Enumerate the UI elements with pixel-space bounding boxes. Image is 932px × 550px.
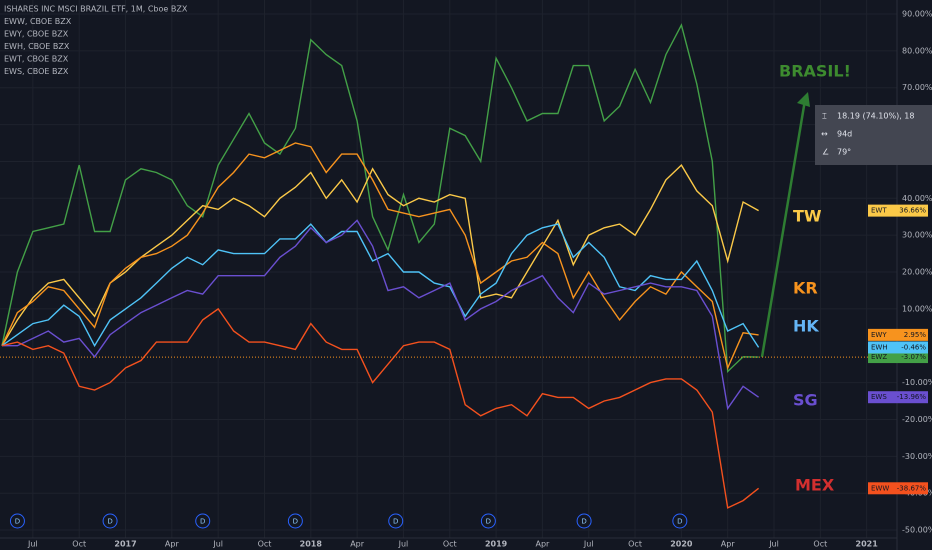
- series-line: [1, 223, 760, 348]
- annotation: TW: [793, 207, 822, 226]
- dividend-marker: [480, 513, 496, 529]
- y-tick-label: 40.00%: [902, 194, 932, 203]
- x-tick-label: 2017: [114, 540, 136, 549]
- lines: [1, 23, 760, 509]
- series-line: [1, 23, 759, 374]
- dividend-label: D: [677, 518, 682, 526]
- legend: ISHARES INC MSCI BRAZIL ETF, 1M, Cboe BZ…: [4, 5, 188, 77]
- y-tick-label: 90.00%: [902, 10, 932, 19]
- dividend-label: D: [581, 518, 586, 526]
- x-tick-label: 2018: [300, 540, 323, 549]
- x-tick-label: Oct: [443, 540, 457, 549]
- series-line: [1, 307, 760, 509]
- end-label-value: 36.66%: [899, 207, 926, 215]
- end-label-value: -3.07%: [901, 353, 926, 361]
- annotation: SG: [793, 391, 818, 410]
- x-tick-label: Apr: [721, 540, 736, 549]
- end-label-name: EWZ: [871, 353, 887, 361]
- dividend-marker: [576, 513, 592, 529]
- legend-entry: EWS, CBOE BZX: [4, 67, 69, 76]
- x-tick-label: Jul: [27, 540, 38, 549]
- x-tick-label: Jul: [583, 540, 594, 549]
- x-tick-label: Oct: [813, 540, 827, 549]
- tooltip-icon: ⌶: [822, 112, 827, 121]
- y-tick-label: 30.00%: [902, 231, 932, 240]
- dividend-marker: [195, 513, 211, 529]
- tooltip-box: [815, 105, 932, 165]
- y-tick-label: 20.00%: [902, 268, 932, 277]
- measure-tooltip: ⌶ 18.19 (74.10%), 18 ↔ 94d ∠ 79°: [815, 105, 932, 165]
- dividend-label: D: [486, 518, 491, 526]
- x-tick-label: Oct: [72, 540, 86, 549]
- legend-entry: ISHARES INC MSCI BRAZIL ETF, 1M, Cboe BZ…: [4, 5, 188, 14]
- tooltip-text: 18.19 (74.10%), 18: [837, 112, 914, 121]
- legend-entry: EWH, CBOE BZX: [4, 42, 70, 51]
- end-label-name: EWY: [871, 331, 887, 339]
- end-label-box: [868, 351, 928, 364]
- x-tick-label: 2020: [670, 540, 693, 549]
- y-tick-label: 80.00%: [902, 46, 932, 55]
- dividend-marker: [102, 513, 118, 529]
- dividend-marker: [9, 513, 25, 529]
- tooltip-text: 79°: [837, 148, 851, 157]
- end-label-name: EWS: [871, 393, 887, 401]
- end-label-value: -0.46%: [901, 343, 926, 351]
- end-label-box: [868, 341, 928, 354]
- dividend-label: D: [393, 518, 398, 526]
- end-label-name: EWW: [871, 484, 889, 492]
- series-line: [1, 163, 759, 347]
- x-tick-label: Oct: [258, 540, 272, 549]
- legend-entry: EWY, CBOE BZX: [4, 30, 69, 39]
- x-tick-label: 2021: [856, 540, 879, 549]
- y-tick-label: -30.00%: [902, 452, 932, 461]
- dividend-marker: [388, 513, 404, 529]
- end-label-value: 2.95%: [904, 331, 927, 339]
- x-tick-label: Jul: [768, 540, 779, 549]
- x-tick-label: Apr: [165, 540, 180, 549]
- tooltip-icon: ↔: [821, 130, 828, 139]
- x-tick-label: Jul: [398, 540, 409, 549]
- legend-entry: EWT, CBOE BZX: [4, 55, 69, 64]
- arrow-head: [797, 92, 810, 107]
- end-label-box: [868, 328, 928, 341]
- dividend-marker: [287, 513, 303, 529]
- dividend-marker: [672, 513, 688, 529]
- dividend-label: D: [15, 518, 20, 526]
- end-label-box: [868, 391, 928, 404]
- series-line: [2, 219, 760, 411]
- end-label-name: EWH: [871, 343, 888, 351]
- x-tick-label: Apr: [350, 540, 365, 549]
- tooltip-text: 94d: [837, 130, 852, 139]
- end-label-name: EWT: [871, 207, 887, 215]
- annotation: MEX: [795, 476, 835, 495]
- end-label-value: -38.67%: [897, 484, 927, 492]
- annotation: KR: [793, 279, 818, 298]
- x-tick-label: Oct: [628, 540, 642, 549]
- y-tick-label: -20.00%: [902, 415, 932, 424]
- arrow: [760, 99, 807, 358]
- end-label-box: [868, 204, 928, 217]
- y-tick-label: -10.00%: [902, 378, 932, 387]
- x-tick-label: Apr: [535, 540, 550, 549]
- tooltip-icon: ∠: [822, 148, 829, 157]
- legend-entry: EWW, CBOE BZX: [4, 17, 72, 26]
- y-tick-label: 10.00%: [902, 304, 932, 313]
- y-tick-label: -50.00%: [902, 526, 932, 535]
- series-line: [1, 142, 759, 371]
- annotation: BRASIL!: [779, 62, 851, 81]
- x-tick-label: 2019: [485, 540, 508, 549]
- overlay: EWZ -3.07% EWT 36.66% EWY 2.95% EWH -0.46% EWS -1…: [0, 62, 928, 529]
- end-label-value: -13.96%: [897, 393, 927, 401]
- y-tick-label: 70.00%: [902, 83, 932, 92]
- dividend-label: D: [107, 518, 112, 526]
- dividend-label: D: [200, 518, 205, 526]
- x-tick-label: Jul: [212, 540, 223, 549]
- end-label-box: [868, 482, 928, 495]
- dividend-label: D: [293, 518, 298, 526]
- annotation: HK: [793, 317, 819, 336]
